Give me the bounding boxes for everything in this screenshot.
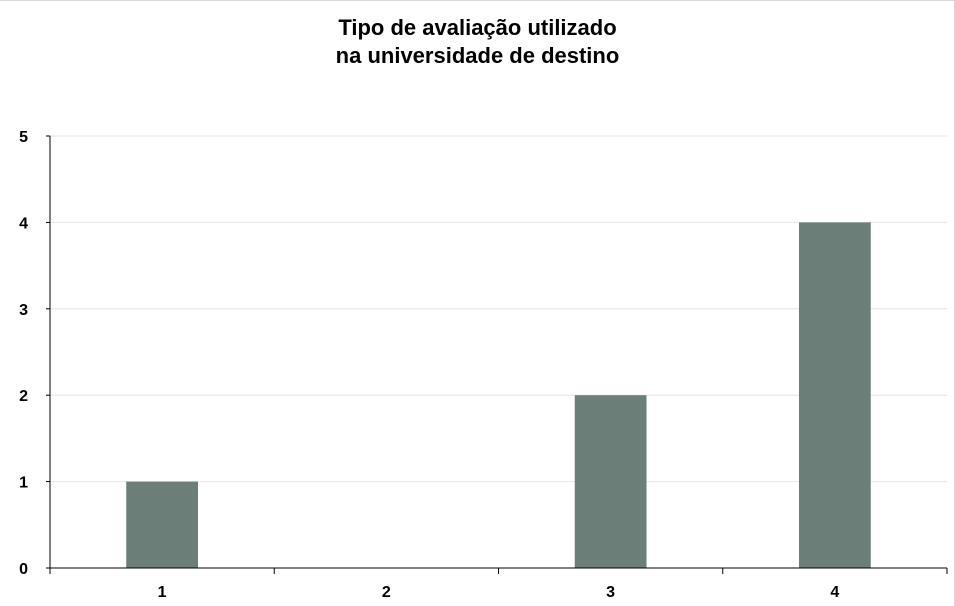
bar-3 — [574, 395, 647, 568]
chart-title: Tipo de avaliação utilizado na universid… — [0, 14, 955, 70]
bar-4 — [798, 222, 871, 568]
x-tick-label: 4 — [830, 584, 839, 601]
bars — [126, 222, 871, 568]
y-tick-label: 4 — [19, 215, 28, 232]
y-tick-label: 3 — [19, 302, 28, 319]
x-tick-label: 2 — [382, 584, 391, 601]
y-tick-label: 1 — [19, 475, 28, 492]
x-tick-label: 3 — [606, 584, 615, 601]
x-tick-label: 1 — [158, 584, 167, 601]
chart-title-line-2: na universidade de destino — [335, 43, 620, 68]
tick-labels: 0 1 2 3 4 5 1 2 3 4 — [19, 129, 839, 601]
gridlines — [50, 135, 947, 483]
y-tick-label: 0 — [19, 561, 28, 578]
axes — [46, 135, 948, 574]
y-tick-label: 5 — [19, 129, 28, 146]
bar-1 — [126, 481, 199, 568]
chart-title-line-1: Tipo de avaliação utilizado — [338, 15, 617, 40]
y-tick-label: 2 — [19, 388, 28, 405]
